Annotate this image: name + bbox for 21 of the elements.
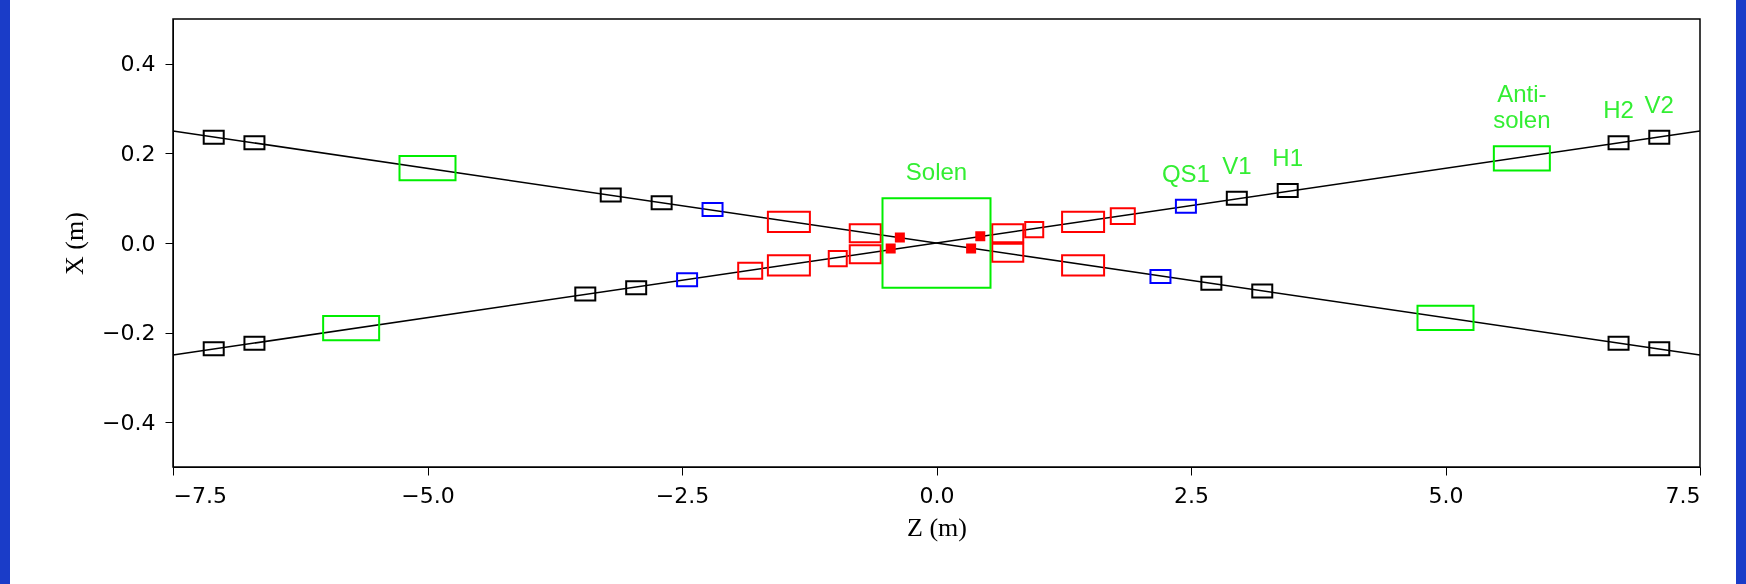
y-tick-label: 0.4 [120, 51, 156, 77]
x-tick-label: 5.0 [1428, 482, 1464, 508]
y-tick-label: 0.0 [120, 230, 156, 256]
y-tick-label: 0.2 [120, 140, 156, 166]
annotation: V1 [1222, 151, 1252, 179]
x-tick-label: −5.0 [401, 482, 455, 508]
y-tick-label: −0.4 [102, 409, 156, 435]
x-tick-label: 2.5 [1174, 482, 1209, 508]
annotation: QS1 [1161, 159, 1210, 187]
annotation: Anti- solen [1493, 80, 1551, 134]
annotation: H2 [1603, 96, 1634, 124]
annotation: V2 [1644, 90, 1674, 118]
y-tick-label: −0.2 [102, 320, 156, 346]
annotation: Solen [905, 158, 968, 186]
x-tick-label: 7.5 [1665, 482, 1701, 508]
annotation: H1 [1272, 144, 1304, 172]
x-tick-label: −2.5 [655, 482, 710, 508]
y-axis-title: X (m) [60, 212, 90, 275]
x-tick-label: −7.5 [173, 482, 227, 508]
x-axis-title: Z (m) [907, 512, 967, 542]
x-tick-label: 0.0 [919, 482, 955, 508]
